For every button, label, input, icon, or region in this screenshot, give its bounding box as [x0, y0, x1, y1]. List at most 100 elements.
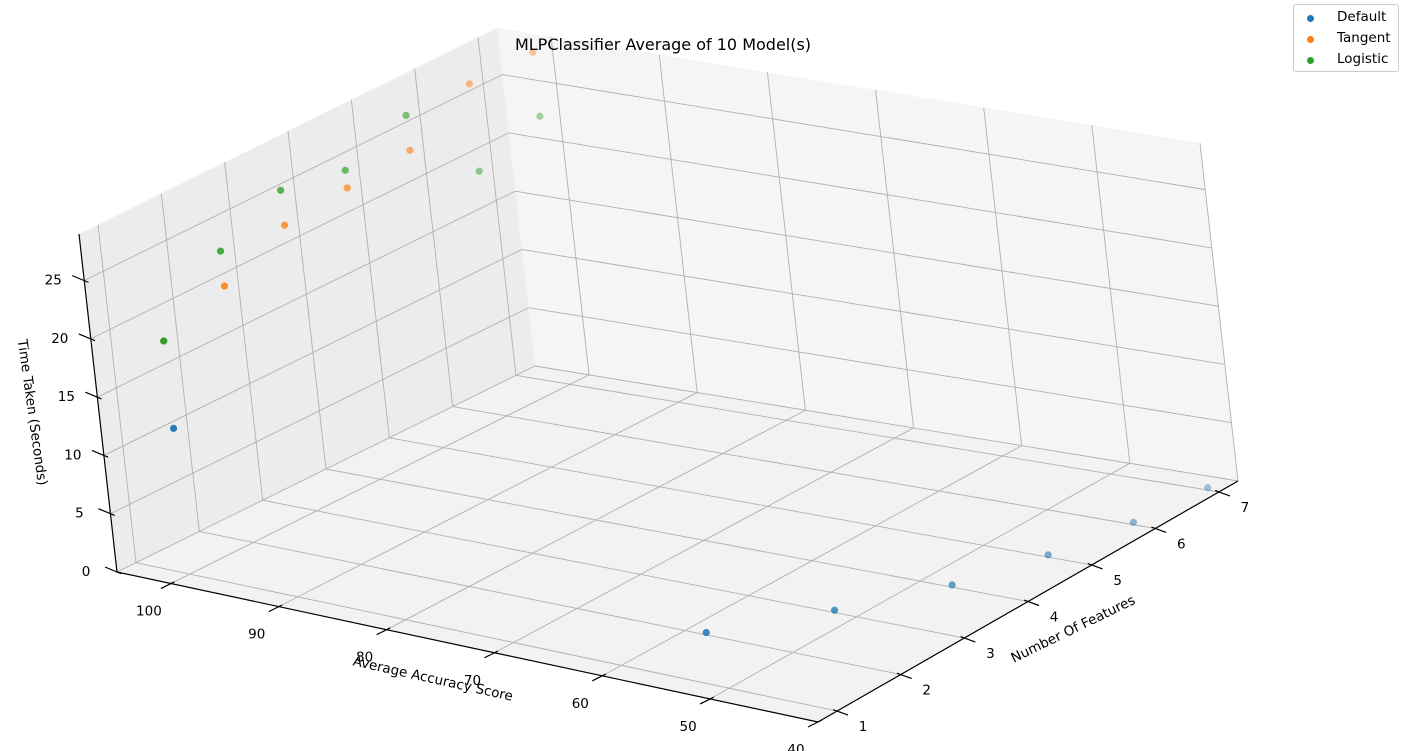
point-logistic-1	[160, 337, 168, 345]
gridline-y-side	[350, 99, 390, 438]
legend: Default Tangent Logistic	[1293, 4, 1399, 72]
z-axis-line	[78, 233, 118, 573]
floor-pane	[117, 366, 1238, 722]
gridline-z-back	[502, 74, 1206, 191]
point-logistic-3	[277, 186, 285, 194]
gridline-z-back	[534, 365, 1239, 482]
gridline-x-back	[658, 54, 698, 393]
gridline-y-floor	[452, 406, 1156, 529]
gridline-z-back	[521, 249, 1225, 365]
y-tick-5-label: 5	[1113, 573, 1122, 589]
gridline-z-back	[528, 307, 1232, 424]
data-points	[160, 48, 1212, 637]
z-tick-10-tick	[91, 449, 109, 458]
y-tick-1-tick	[833, 709, 849, 716]
x-tick-90-tick	[268, 604, 283, 613]
gridline-y-side	[224, 162, 264, 501]
legend-item-logistic: Logistic	[1294, 51, 1398, 69]
point-tangent-6	[465, 80, 473, 88]
point-logistic-6	[475, 167, 483, 175]
gridline-x-back	[875, 89, 914, 428]
z-tick-0-tick	[104, 566, 122, 575]
gridline-x-back	[1199, 142, 1239, 482]
gridline-y-floor	[199, 530, 901, 675]
x-tick-40-label: 40	[787, 742, 804, 751]
point-tangent-3	[280, 221, 289, 229]
legend-marker-logistic	[1307, 57, 1314, 64]
x-tick-60-label: 60	[572, 696, 589, 712]
back-pane	[497, 28, 1238, 481]
legend-label-logistic: Logistic	[1337, 51, 1389, 67]
y-tick-1-label: 1	[859, 719, 868, 735]
point-default-5	[1044, 551, 1052, 559]
z-axis-label: Time Taken (Seconds)	[14, 337, 50, 486]
y-tick-4-label: 4	[1050, 610, 1059, 626]
legend-marker-default	[1307, 15, 1314, 22]
point-default-7	[1204, 484, 1212, 492]
point-tangent-5	[406, 146, 414, 154]
gridline-z-side	[97, 190, 516, 398]
gridline-z-side	[116, 365, 536, 573]
chart-title: MLPClassifier Average of 10 Model(s)	[515, 35, 811, 54]
gridline-z-side	[110, 307, 529, 515]
y-tick-6-tick	[1151, 526, 1167, 534]
x-tick-90-label: 90	[248, 627, 265, 643]
x-axis-label: Average Accuracy Score	[351, 653, 514, 704]
gridline-y-side	[97, 224, 137, 563]
legend-marker-tangent	[1307, 36, 1314, 43]
gridline-y-floor	[389, 437, 1092, 566]
x-tick-70-label: 70	[464, 673, 481, 689]
x-tick-100-tick	[160, 581, 175, 590]
gridline-y-floor	[135, 562, 838, 712]
y-tick-3-tick	[960, 636, 976, 643]
gridline-x-back	[983, 107, 1023, 446]
x-tick-80-label: 80	[356, 650, 373, 666]
gridline-y-floor	[262, 499, 965, 639]
point-logistic-4	[341, 166, 349, 174]
x-tick-50-tick	[699, 696, 714, 705]
y-tick-4-tick	[1023, 599, 1040, 607]
gridline-y-side	[160, 193, 200, 532]
point-default-2	[702, 628, 710, 637]
z-tick-25-tick	[72, 275, 89, 283]
legend-label-tangent: Tangent	[1337, 30, 1391, 46]
point-logistic-5	[402, 111, 410, 119]
x-tick-100-label: 100	[136, 604, 162, 620]
point-tangent-4	[343, 184, 351, 192]
x-tick-40-tick	[807, 719, 822, 728]
gridline-y-side	[287, 130, 327, 470]
point-tangent-2	[220, 282, 229, 290]
y-tick-7-label: 7	[1241, 500, 1250, 516]
y-tick-7-tick	[1214, 489, 1231, 497]
legend-label-default: Default	[1337, 9, 1387, 25]
axis-panes	[79, 28, 1238, 722]
y-tick-2-label: 2	[922, 683, 931, 699]
tick-marks	[72, 275, 1231, 728]
z-tick-0-label: 0	[82, 564, 91, 580]
gridline-y-floor	[325, 468, 1029, 602]
point-default-3	[830, 606, 839, 614]
z-tick-5-label: 5	[75, 506, 84, 522]
gridlines	[84, 36, 1239, 723]
z-tick-10-label: 10	[64, 447, 81, 463]
z-tick-20-label: 20	[51, 331, 68, 347]
gridline-z-back	[515, 190, 1219, 307]
point-default-1	[169, 424, 178, 432]
y-tick-6-label: 6	[1177, 536, 1186, 552]
point-default-6	[1129, 518, 1137, 526]
z-tick-15-tick	[85, 391, 102, 400]
x-axis-line	[116, 571, 819, 723]
gridline-y-side	[477, 37, 517, 376]
x-tick-70-tick	[484, 650, 499, 659]
gridline-x-back	[550, 36, 590, 375]
point-tangent-7	[529, 48, 537, 56]
gridline-x-back	[766, 72, 806, 411]
gridline-y-floor	[515, 374, 1219, 493]
gridline-z-side	[103, 249, 523, 456]
point-default-4	[948, 581, 956, 589]
point-logistic-2	[216, 247, 225, 255]
z-tick-25-label: 25	[45, 273, 62, 289]
gridline-y-side	[414, 68, 454, 407]
